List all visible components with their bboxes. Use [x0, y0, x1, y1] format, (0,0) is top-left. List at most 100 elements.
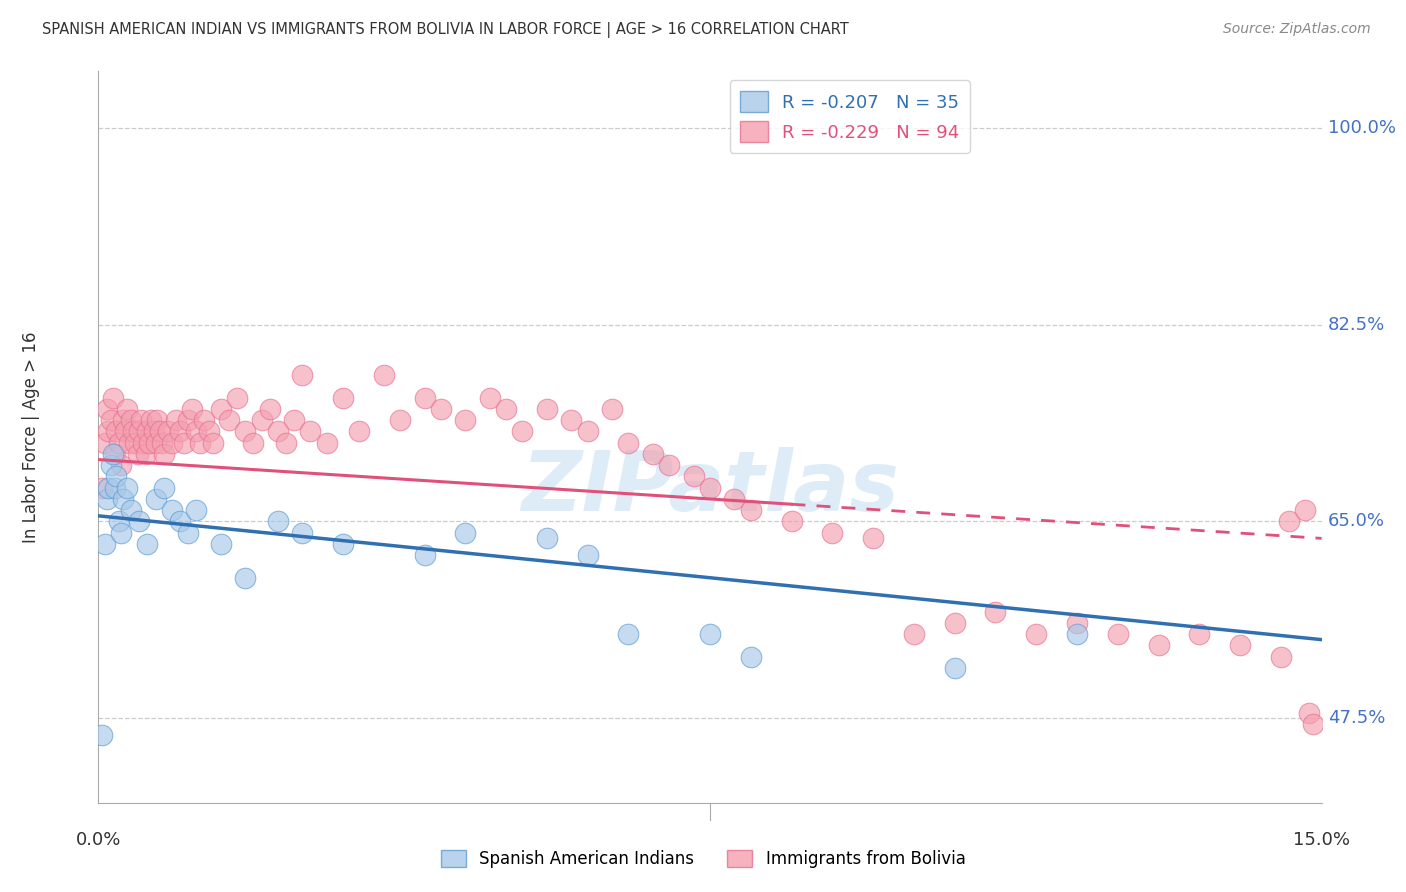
Point [576, 548, 599, 562]
Point [699, 481, 721, 495]
Point [186, 503, 208, 517]
Point [617, 435, 640, 450]
Point [242, 435, 264, 450]
Point [177, 525, 200, 540]
Point [389, 413, 412, 427]
Point [197, 425, 219, 439]
Point [141, 413, 163, 427]
Point [124, 435, 146, 450]
Point [560, 413, 582, 427]
Point [128, 515, 150, 529]
Point [740, 503, 762, 517]
Point [315, 435, 337, 450]
Point [536, 532, 558, 546]
Point [104, 481, 127, 495]
Point [332, 537, 354, 551]
Point [454, 413, 477, 427]
Point [152, 481, 174, 495]
Point [1107, 627, 1129, 641]
Point [129, 413, 152, 427]
Point [111, 491, 134, 506]
Point [115, 481, 138, 495]
Point [169, 515, 191, 529]
Point [699, 627, 721, 641]
Point [201, 435, 224, 450]
Point [600, 401, 623, 416]
Point [156, 425, 179, 439]
Point [617, 627, 640, 641]
Point [127, 447, 149, 461]
Point [209, 537, 232, 551]
Point [101, 391, 124, 405]
Point [193, 413, 215, 427]
Point [96, 401, 118, 416]
Point [723, 491, 745, 506]
Point [1294, 503, 1316, 517]
Point [274, 435, 297, 450]
Point [105, 425, 128, 439]
Point [903, 627, 925, 641]
Point [658, 458, 681, 473]
Point [138, 435, 160, 450]
Point [186, 425, 208, 439]
Point [101, 447, 124, 461]
Point [943, 661, 966, 675]
Point [120, 503, 142, 517]
Point [110, 458, 132, 473]
Point [104, 447, 127, 461]
Point [1302, 717, 1324, 731]
Text: In Labor Force | Age > 16: In Labor Force | Age > 16 [22, 331, 41, 543]
Point [576, 425, 599, 439]
Text: 15.0%: 15.0% [1294, 831, 1350, 849]
Text: 47.5%: 47.5% [1327, 709, 1385, 727]
Point [413, 548, 436, 562]
Point [1025, 627, 1047, 641]
Point [218, 413, 240, 427]
Point [1066, 615, 1088, 630]
Point [97, 481, 120, 495]
Point [299, 425, 322, 439]
Point [943, 615, 966, 630]
Point [984, 605, 1007, 619]
Point [118, 435, 141, 450]
Point [100, 458, 122, 473]
Point [1270, 649, 1292, 664]
Point [181, 401, 204, 416]
Point [120, 413, 142, 427]
Point [821, 525, 844, 540]
Point [160, 435, 183, 450]
Point [94, 435, 117, 450]
Point [169, 425, 191, 439]
Point [111, 413, 134, 427]
Point [121, 425, 143, 439]
Point [136, 425, 159, 439]
Point [283, 413, 305, 427]
Point [1278, 515, 1301, 529]
Text: 82.5%: 82.5% [1327, 316, 1385, 334]
Point [1066, 627, 1088, 641]
Point [97, 425, 120, 439]
Point [136, 537, 159, 551]
Point [165, 413, 187, 427]
Point [128, 425, 150, 439]
Text: Source: ZipAtlas.com: Source: ZipAtlas.com [1223, 22, 1371, 37]
Point [780, 515, 803, 529]
Point [146, 413, 169, 427]
Point [682, 469, 704, 483]
Point [96, 491, 118, 506]
Point [105, 469, 128, 483]
Point [132, 435, 155, 450]
Point [291, 525, 314, 540]
Point [430, 401, 453, 416]
Point [349, 425, 371, 439]
Point [91, 728, 114, 742]
Point [108, 435, 131, 450]
Text: SPANISH AMERICAN INDIAN VS IMMIGRANTS FROM BOLIVIA IN LABOR FORCE | AGE > 16 COR: SPANISH AMERICAN INDIAN VS IMMIGRANTS FR… [42, 22, 849, 38]
Point [1229, 638, 1251, 652]
Point [1298, 706, 1320, 720]
Point [226, 391, 249, 405]
Point [740, 649, 762, 664]
Point [1147, 638, 1170, 652]
Text: 65.0%: 65.0% [1327, 513, 1385, 531]
Point [160, 503, 183, 517]
